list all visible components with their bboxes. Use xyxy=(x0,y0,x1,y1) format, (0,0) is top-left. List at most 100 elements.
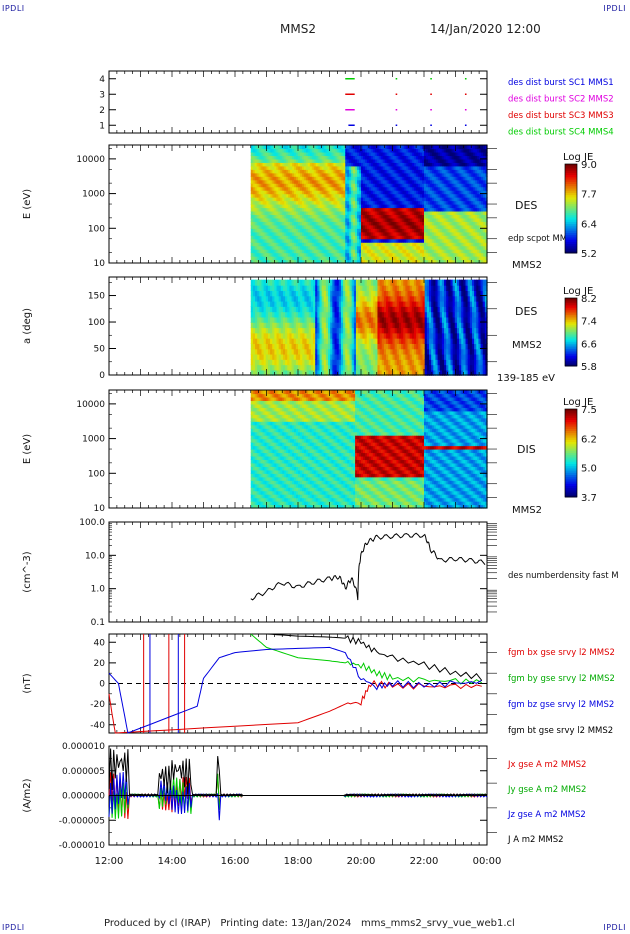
des-energy-cell xyxy=(475,214,478,219)
des-energy-cell xyxy=(366,183,370,188)
des-energy-cell xyxy=(422,245,425,250)
des-energy-cell xyxy=(355,197,358,202)
des-energy-cell xyxy=(313,165,317,170)
des-energy-cell xyxy=(427,179,431,184)
des-energy-cell xyxy=(305,259,309,264)
des-pitch-cell xyxy=(319,300,323,307)
des-pitch-cell xyxy=(310,343,314,350)
des-energy-cell xyxy=(394,204,398,209)
des-energy-cell xyxy=(282,179,285,184)
des-energy-cell xyxy=(408,245,411,250)
des-energy-cell xyxy=(461,183,464,188)
des-energy-cell xyxy=(451,228,455,233)
des-energy-cell xyxy=(256,176,260,181)
des-energy-cell xyxy=(418,162,421,167)
des-energy-cell xyxy=(252,207,256,212)
des-pitch-cell xyxy=(306,348,310,355)
des-energy-cell xyxy=(390,145,394,150)
des-energy-cell xyxy=(256,200,260,205)
des-pitch-cell xyxy=(315,353,318,360)
des-energy-cell xyxy=(380,148,384,153)
des-energy-colorbar-swatch xyxy=(565,204,577,207)
des-energy-cell xyxy=(307,204,311,209)
des-energy-cell xyxy=(366,165,370,170)
des-energy-cell xyxy=(252,235,256,240)
des-energy-cell xyxy=(362,221,366,226)
des-energy-cell xyxy=(270,245,274,250)
des-energy-cell xyxy=(286,190,289,195)
des-energy-cell xyxy=(465,242,468,247)
des-energy-cell xyxy=(294,214,297,219)
des-energy-cell xyxy=(258,165,262,170)
des-energy-cell xyxy=(469,162,472,167)
des-energy-cell xyxy=(337,252,340,257)
des-energy-colorbar-swatch xyxy=(565,184,577,187)
des-energy-cell xyxy=(296,190,299,195)
des-pitch-cell xyxy=(295,290,299,297)
des-energy-cell xyxy=(292,145,295,150)
des-energy-cell xyxy=(355,151,358,157)
des-energy-cell xyxy=(321,235,325,240)
des-energy-cell xyxy=(396,221,400,226)
des-energy-colorbar-swatch xyxy=(565,244,577,247)
des-energy-cell xyxy=(353,179,356,184)
des-energy-cell xyxy=(457,224,461,229)
des-energy-cell xyxy=(408,197,411,202)
des-energy-cell xyxy=(400,158,403,163)
des-energy-cell xyxy=(463,155,466,160)
des-energy-cell xyxy=(345,249,348,254)
des-energy-cell xyxy=(418,193,421,198)
des-energy-cell xyxy=(303,193,307,198)
des-energy-colorbar-swatch xyxy=(565,235,577,238)
des-energy-cell xyxy=(305,162,309,167)
des-pitch-cell xyxy=(310,284,314,291)
des-energy-cell xyxy=(258,197,262,202)
des-energy-cell xyxy=(299,207,303,212)
des-energy-cell xyxy=(301,162,305,167)
des-energy-cell xyxy=(441,186,445,191)
des-energy-cell xyxy=(416,145,419,150)
des-energy-cell xyxy=(433,176,437,181)
des-energy-cell xyxy=(325,165,329,170)
des-energy-cell xyxy=(286,158,289,163)
des-energy-cell xyxy=(337,238,340,243)
des-energy-cell xyxy=(451,214,455,219)
des-energy-cell xyxy=(298,162,301,167)
des-energy-cell xyxy=(471,183,474,188)
des-energy-cell xyxy=(402,193,405,198)
des-energy-cell xyxy=(400,252,403,257)
des-energy-cell xyxy=(461,245,464,250)
des-energy-cell xyxy=(410,228,413,233)
des-energy-cell xyxy=(311,224,315,229)
des-energy-cell xyxy=(345,165,348,170)
des-energy-cell xyxy=(357,249,360,254)
des-energy-cell xyxy=(262,249,266,254)
des-energy-cell xyxy=(447,204,451,209)
des-energy-cell xyxy=(451,172,455,177)
des-energy-cell xyxy=(382,179,386,184)
des-energy-cell xyxy=(473,245,476,250)
des-energy-cell xyxy=(347,200,350,205)
des-energy-cell xyxy=(262,190,266,195)
des-energy-cell xyxy=(337,204,340,209)
des-pitch-cell xyxy=(321,332,325,339)
des-energy-cell xyxy=(343,242,346,247)
des-energy-cell xyxy=(305,176,309,181)
des-energy-cell xyxy=(309,259,313,264)
des-energy-cell xyxy=(416,221,419,226)
des-energy-cell xyxy=(301,200,305,205)
des-energy-cell xyxy=(349,176,352,181)
des-energy-cell xyxy=(351,151,354,157)
des-energy-cell xyxy=(292,169,295,174)
des-pitch-cell xyxy=(282,337,286,344)
des-energy-cell xyxy=(355,235,358,240)
des-energy-cell xyxy=(266,172,270,177)
des-energy-cell xyxy=(313,200,317,205)
des-energy-cell xyxy=(313,183,317,188)
des-energy-cell xyxy=(429,204,433,209)
des-energy-cell xyxy=(392,158,396,163)
des-energy-cell xyxy=(268,158,272,163)
des-energy-cell xyxy=(315,221,319,226)
des-energy-cell xyxy=(268,190,272,195)
des-energy-cell xyxy=(435,165,439,170)
